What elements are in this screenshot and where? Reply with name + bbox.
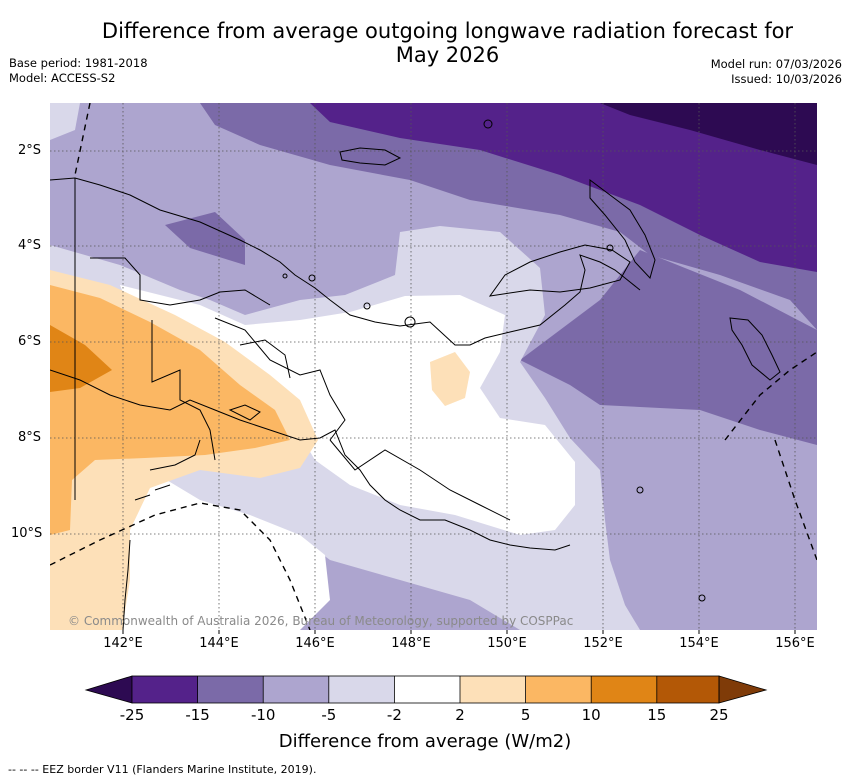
meta-right: Model run: 07/03/2026 Issued: 10/03/2026 — [711, 57, 842, 87]
colorbar-max-arrow — [718, 675, 768, 704]
colorbar-label: 5 — [520, 706, 531, 724]
colorbar-label: -10 — [250, 706, 276, 724]
colorbar-seg-1 — [132, 676, 198, 703]
axis-ticks — [122, 630, 796, 634]
lat-label-2s: 2°S — [18, 143, 42, 158]
colorbar-seg-8 — [591, 676, 657, 703]
eez-borders — [50, 103, 817, 630]
issued-date: Issued: 10/03/2026 — [731, 72, 842, 86]
colorbar-label: -15 — [185, 706, 210, 724]
colorbar-label: -25 — [119, 706, 145, 724]
colorbar-seg-6 — [460, 676, 526, 703]
colorbar-seg-7 — [525, 676, 592, 703]
lat-label-8s: 8°S — [18, 430, 42, 445]
lat-label-6s: 6°S — [18, 334, 42, 349]
colorbar-seg-4 — [328, 676, 395, 703]
copyright-credit: © Commonwealth of Australia 2026, Bureau… — [68, 614, 574, 628]
eez-footnote: -- -- -- EEZ border V11 (Flanders Marine… — [8, 763, 317, 776]
base-period: Base period: 1981-2018 — [9, 56, 148, 70]
title-line-1: Difference from average outgoing longwav… — [101, 19, 794, 43]
coastlines — [50, 119, 781, 630]
colorbar-label: -5 — [321, 706, 337, 724]
lon-label-156e: 156°E — [775, 636, 815, 651]
colorbar-seg-3 — [263, 676, 329, 703]
model-name: Model: ACCESS-S2 — [9, 71, 116, 85]
lon-label-146e: 146°E — [295, 636, 335, 651]
colorbar-label: 2 — [455, 706, 465, 724]
colorbar-min-arrow — [84, 675, 133, 704]
lon-label-150e: 150°E — [487, 636, 527, 651]
colorbar-label: 25 — [709, 706, 729, 724]
colorbar-label: 10 — [581, 706, 601, 724]
colorbar-label: -2 — [386, 706, 402, 724]
lon-label-152e: 152°E — [583, 636, 623, 651]
lon-label-142e: 142°E — [103, 636, 143, 651]
meta-left: Base period: 1981-2018 Model: ACCESS-S2 — [9, 56, 148, 86]
colorbar-label: 15 — [647, 706, 667, 724]
colorbar — [84, 675, 768, 704]
title-line-2: May 2026 — [395, 43, 500, 67]
lat-label-4s: 4°S — [18, 238, 42, 253]
lon-label-154e: 154°E — [679, 636, 719, 651]
anomaly-field — [50, 103, 817, 630]
model-run: Model run: 07/03/2026 — [710, 57, 842, 71]
colorbar-seg-2 — [197, 676, 264, 703]
lon-label-144e: 144°E — [199, 636, 239, 651]
colorbar-seg-5 — [394, 676, 460, 703]
lon-label-148e: 148°E — [391, 636, 431, 651]
colorbar-title: Difference from average (W/m2) — [278, 731, 572, 752]
map-title: Difference from average outgoing longwav… — [0, 19, 850, 67]
colorbar-seg-9 — [656, 676, 719, 703]
lat-label-10s: 10°S — [11, 526, 43, 541]
